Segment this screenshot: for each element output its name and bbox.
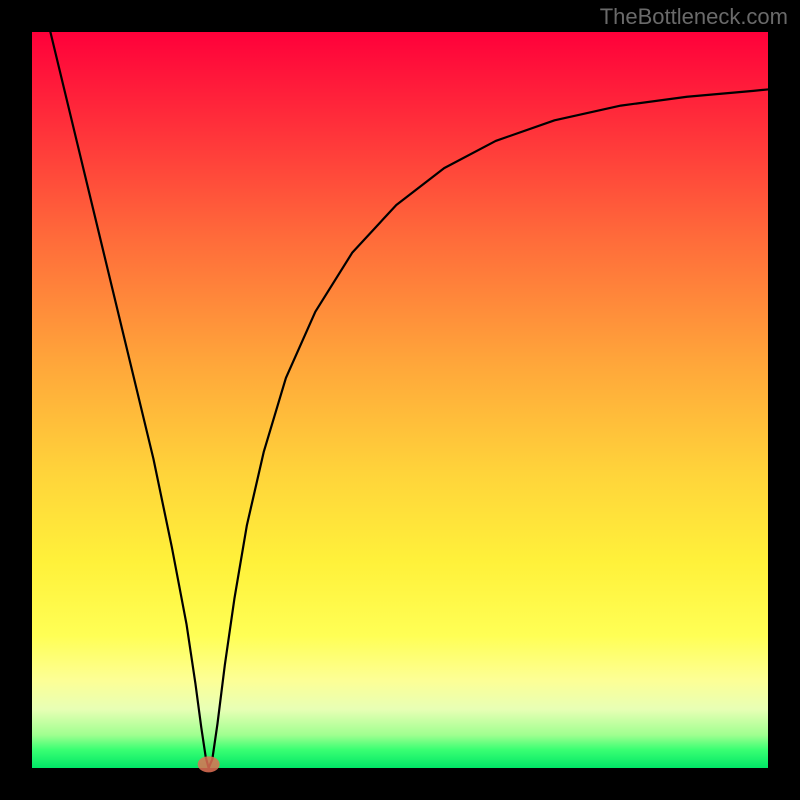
plot-background <box>32 32 768 768</box>
bottleneck-chart <box>0 0 800 800</box>
minimum-marker <box>198 756 220 772</box>
watermark-label: TheBottleneck.com <box>600 4 788 30</box>
chart-container: TheBottleneck.com <box>0 0 800 800</box>
